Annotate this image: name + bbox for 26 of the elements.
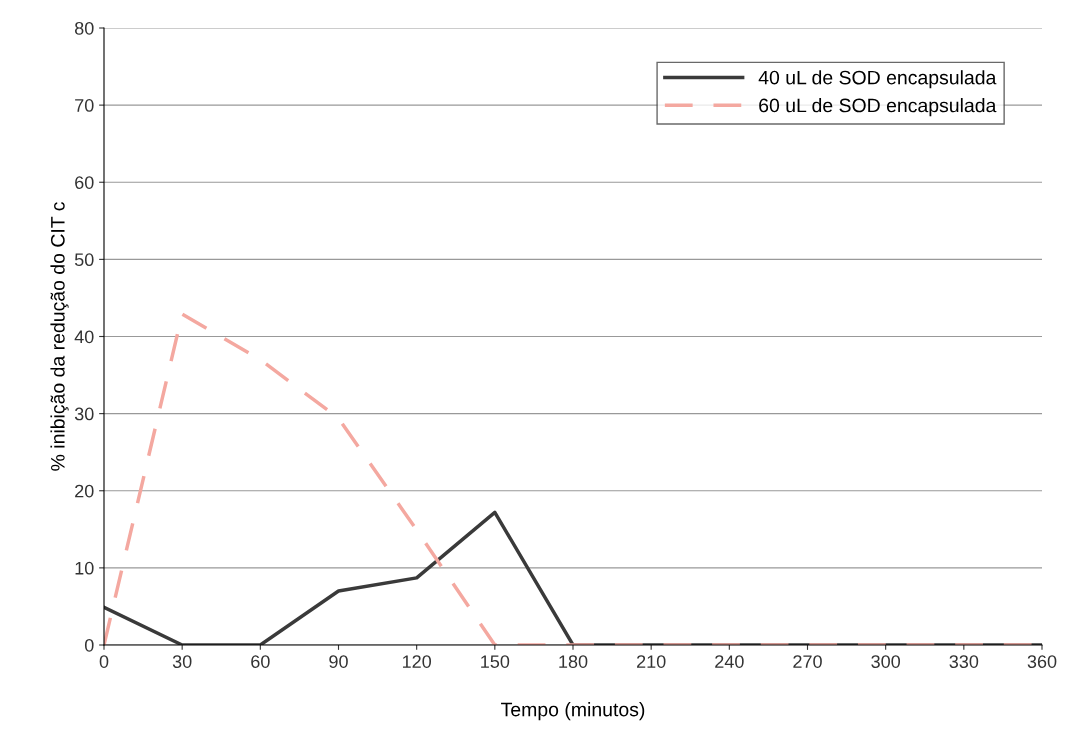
legend-label: 40 uL de SOD encapsulada — [758, 70, 997, 89]
y-tick-label: 50 — [74, 253, 94, 267]
y-tick-label: 0 — [84, 638, 94, 652]
x-axis-title: Tempo (minutos) — [501, 702, 645, 721]
y-tick-label: 80 — [74, 21, 94, 35]
x-tick-label: 240 — [715, 655, 744, 668]
x-tick-label: 90 — [329, 655, 348, 668]
y-axis-title: % inibição da redução do CIT c — [50, 202, 69, 471]
y-tick-label: 70 — [75, 99, 94, 112]
x-tick-label: 330 — [949, 655, 979, 668]
x-tick-label: 120 — [402, 655, 432, 668]
x-tick-label: 0 — [99, 655, 109, 668]
y-tick-label: 20 — [75, 484, 94, 498]
x-tick-label: 300 — [871, 655, 901, 668]
x-tick-label: 150 — [481, 655, 510, 668]
x-tick-label: 60 — [251, 655, 270, 668]
legend-label: 60 uL de SOD encapsulada — [759, 98, 997, 117]
x-tick-label: 180 — [559, 655, 588, 668]
y-tick-label: 60 — [75, 176, 94, 189]
x-tick-label: 270 — [793, 655, 822, 668]
y-tick-label: 30 — [74, 407, 94, 421]
y-tick-label: 10 — [75, 561, 94, 575]
y-tick-label: 40 — [74, 330, 94, 344]
x-tick-label: 30 — [172, 655, 192, 668]
x-tick-label: 210 — [637, 655, 666, 668]
x-tick-label: 360 — [1027, 655, 1057, 668]
